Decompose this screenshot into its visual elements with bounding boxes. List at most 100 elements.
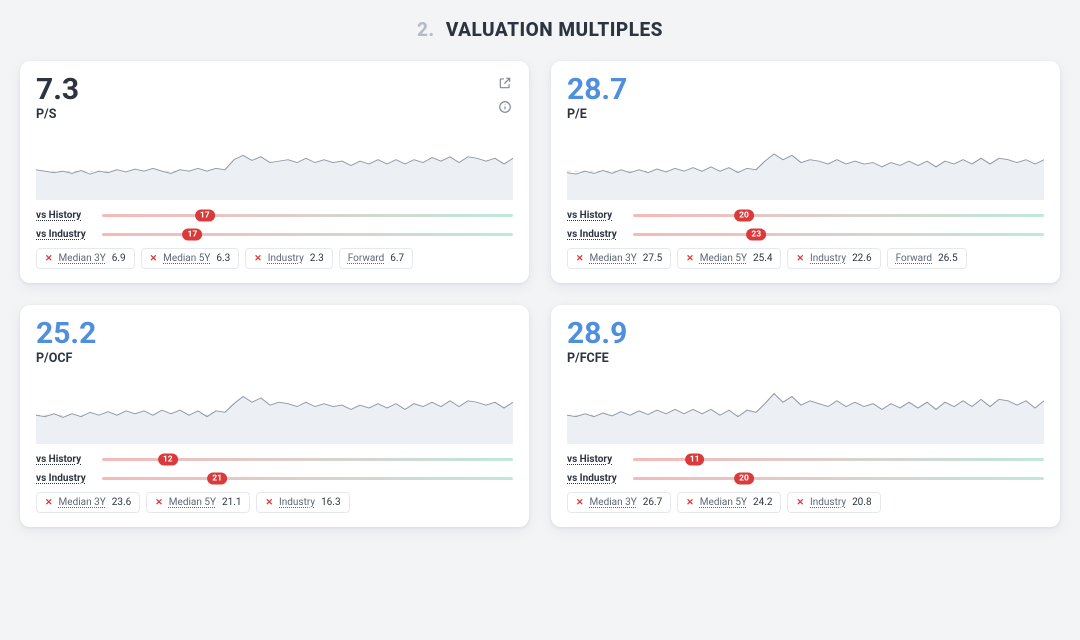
x-mark-icon: ✕ <box>155 498 163 508</box>
metric-label: P/S <box>36 107 79 122</box>
metric-label: P/E <box>567 107 627 122</box>
stat-chip[interactable]: ✕ Median 3Y 27.5 <box>567 248 671 269</box>
x-mark-icon: ✕ <box>45 498 53 508</box>
percentile-badge: 11 <box>685 453 705 466</box>
metric-value: 7.3 <box>36 75 79 105</box>
chip-value: 21.1 <box>222 497 242 508</box>
x-mark-icon: ✕ <box>265 498 273 508</box>
metric-value: 25.2 <box>36 319 96 349</box>
chip-value: 6.7 <box>390 253 404 264</box>
stat-chip[interactable]: ✕ Industry 2.3 <box>245 248 332 269</box>
percentile-badge: 23 <box>746 228 766 241</box>
card-header: 28.7P/E <box>567 75 1044 122</box>
stat-chip[interactable]: ✕ Median 3Y 23.6 <box>36 492 140 513</box>
valuation-card-pfcfe: 28.9P/FCFEvs History11vs Industry20✕Medi… <box>551 305 1060 527</box>
compare-label: vs Industry <box>36 229 94 240</box>
stat-chip[interactable]: Forward26.5 <box>887 248 967 269</box>
chip-label: Median 3Y <box>59 497 106 508</box>
chip-label: Forward <box>348 253 385 264</box>
stat-chip[interactable]: ✕ Median 3Y 26.7 <box>567 492 671 513</box>
compare-track: 17 <box>102 214 513 217</box>
compare-track: 21 <box>102 477 513 480</box>
cards-grid: 7.3 P/S vs History 17 vs Industry 17 ✕ Median 3… <box>0 53 1080 527</box>
chip-value: 27.5 <box>643 253 663 264</box>
x-mark-icon: ✕ <box>576 498 584 508</box>
stat-chips: ✕ Median 3Y 23.6 ✕ Median 5Y 21.1 ✕Industry16.… <box>36 492 513 513</box>
stat-chips: ✕Median 3Y26.7✕Median 5Y24.2✕Industry20.… <box>567 492 1044 513</box>
valuation-card-pe: 28.7P/Evs History20vs Industry23✕Median … <box>551 61 1060 283</box>
chip-value: 25.4 <box>753 253 773 264</box>
card-header: 7.3 P/S <box>36 75 513 122</box>
stat-chip[interactable]: ✕Median 3Y6.9 <box>36 248 135 269</box>
metric-block: 25.2 P/OCF <box>36 319 96 366</box>
stat-chip[interactable]: ✕ Median 5Y 21.1 <box>146 492 250 513</box>
compare-track: 23 <box>633 233 1044 236</box>
chip-label: Industry <box>268 253 304 264</box>
compare-row: vs History 11 <box>567 454 1044 465</box>
compare-section: vs History 20 vs Industry23 <box>567 210 1044 240</box>
chip-value: 20.8 <box>852 497 872 508</box>
external-link-icon[interactable] <box>497 75 513 91</box>
compare-row: vs History 12 <box>36 454 513 465</box>
stat-chip[interactable]: ✕ Industry 20.8 <box>787 492 880 513</box>
percentile-badge: 20 <box>734 472 754 485</box>
stat-chip[interactable]: ✕Median 5Y25.4 <box>677 248 781 269</box>
x-mark-icon: ✕ <box>576 254 584 264</box>
x-mark-icon: ✕ <box>686 498 694 508</box>
metric-block: 28.9P/FCFE <box>567 319 627 366</box>
x-mark-icon: ✕ <box>796 498 804 508</box>
stat-chip[interactable]: ✕Industry16.3 <box>256 492 349 513</box>
chip-label: Median 5Y <box>169 497 216 508</box>
percentile-badge: 21 <box>207 472 227 485</box>
compare-label: vs History <box>567 210 625 221</box>
x-mark-icon: ✕ <box>150 254 158 264</box>
chip-label: Median 3Y <box>590 253 637 264</box>
chip-value: 6.9 <box>112 253 126 264</box>
compare-row: vs Industry 21 <box>36 473 513 484</box>
chip-label: Median 3Y <box>59 253 106 264</box>
compare-track: 17 <box>102 233 513 236</box>
stat-chip[interactable]: Forward 6.7 <box>339 248 413 269</box>
chip-value: 26.7 <box>643 497 663 508</box>
metric-label: P/FCFE <box>567 351 627 366</box>
chip-value: 6.3 <box>216 253 230 264</box>
x-mark-icon: ✕ <box>254 254 262 264</box>
chip-value: 16.3 <box>321 497 341 508</box>
chip-label: Industry <box>810 253 846 264</box>
compare-row: vs Industry 17 <box>36 229 513 240</box>
chip-label: Median 3Y <box>590 497 637 508</box>
compare-track: 20 <box>633 214 1044 217</box>
metric-block: 7.3 P/S <box>36 75 79 122</box>
chip-value: 2.3 <box>310 253 324 264</box>
stat-chips: ✕Median 3Y6.9✕Median 5Y6.3✕Industry2.3Fo… <box>36 248 513 269</box>
compare-row: vs Industry23 <box>567 229 1044 240</box>
compare-track: 20 <box>633 477 1044 480</box>
compare-row: vs History 17 <box>36 210 513 221</box>
section-number: 2. <box>417 18 435 41</box>
sparkline-chart <box>36 128 513 200</box>
section-title: VALUATION MULTIPLES <box>446 18 663 41</box>
compare-label: vs Industry <box>567 473 625 484</box>
info-icon[interactable] <box>497 99 513 115</box>
stat-chip[interactable]: ✕Median 5Y6.3 <box>141 248 240 269</box>
compare-row: vs Industry 20 <box>567 473 1044 484</box>
compare-section: vs History 11 vs Industry 20 <box>567 454 1044 484</box>
x-mark-icon: ✕ <box>796 254 804 264</box>
stat-chip[interactable]: ✕Median 5Y24.2 <box>677 492 781 513</box>
percentile-badge: 17 <box>195 209 215 222</box>
valuation-card-ps: 7.3 P/S vs History 17 vs Industry 17 ✕ Median 3… <box>20 61 529 283</box>
metric-block: 28.7P/E <box>567 75 627 122</box>
chip-value: 22.6 <box>852 253 872 264</box>
stat-chip[interactable]: ✕ Industry 22.6 <box>787 248 880 269</box>
metric-label: P/OCF <box>36 351 96 366</box>
chip-value: 23.6 <box>112 497 132 508</box>
percentile-badge: 12 <box>158 453 178 466</box>
compare-section: vs History 12 vs Industry 21 <box>36 454 513 484</box>
compare-label: vs History <box>36 210 94 221</box>
chip-label: Industry <box>810 497 846 508</box>
compare-label: vs History <box>36 454 94 465</box>
percentile-badge: 17 <box>183 228 203 241</box>
compare-label: vs History <box>567 454 625 465</box>
compare-label: vs Industry <box>36 473 94 484</box>
x-mark-icon: ✕ <box>686 254 694 264</box>
